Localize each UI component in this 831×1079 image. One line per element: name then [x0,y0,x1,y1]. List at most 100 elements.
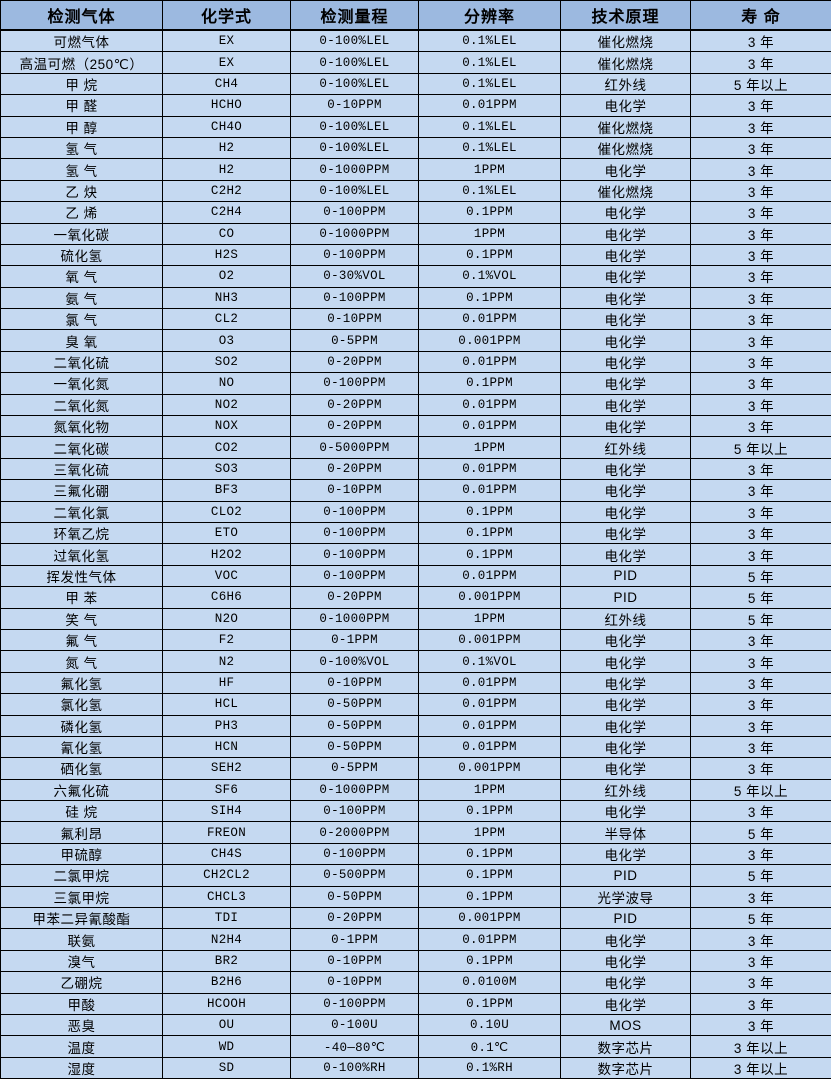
cell-resolution: 0.1%LEL [419,180,561,201]
table-header-row: 检测气体 化学式 检测量程 分辨率 技术原理 寿 命 [1,1,831,31]
cell-gas: 硒化氢 [1,758,163,779]
cell-range: 0-20PPM [291,908,419,929]
cell-formula: CH4S [163,843,291,864]
cell-range: 0-10PPM [291,972,419,993]
cell-resolution: 0.001PPM [419,330,561,351]
cell-formula: B2H6 [163,972,291,993]
cell-gas: 六氟化硫 [1,779,163,800]
cell-formula: NOX [163,416,291,437]
cell-formula: C6H6 [163,587,291,608]
cell-resolution: 0.1%LEL [419,137,561,158]
cell-technology: 电化学 [561,373,691,394]
cell-resolution: 0.01PPM [419,736,561,757]
cell-technology: 电化学 [561,244,691,265]
cell-resolution: 1PPM [419,437,561,458]
cell-lifespan: 3 年 [691,972,831,993]
cell-technology: 电化学 [561,223,691,244]
cell-technology: MOS [561,1014,691,1035]
cell-resolution: 0.001PPM [419,908,561,929]
cell-technology: 光学波导 [561,886,691,907]
cell-gas: 甲酸 [1,993,163,1014]
cell-formula: TDI [163,908,291,929]
cell-formula: H2 [163,159,291,180]
cell-technology: 电化学 [561,95,691,116]
cell-range: 0-100PPM [291,244,419,265]
cell-lifespan: 3 年 [691,929,831,950]
cell-formula: H2 [163,137,291,158]
cell-technology: 电化学 [561,715,691,736]
cell-formula: CH4 [163,73,291,94]
cell-formula: N2 [163,651,291,672]
cell-formula: HCOOH [163,993,291,1014]
cell-range: 0-100U [291,1014,419,1035]
cell-formula: SO2 [163,351,291,372]
cell-range: 0-30%VOL [291,266,419,287]
cell-resolution: 0.10U [419,1014,561,1035]
cell-range: 0-1000PPM [291,608,419,629]
cell-technology: 电化学 [561,929,691,950]
cell-gas: 乙 炔 [1,180,163,201]
cell-lifespan: 3 年 [691,672,831,693]
cell-gas: 氟利昂 [1,822,163,843]
cell-formula: F2 [163,629,291,650]
cell-resolution: 0.01PPM [419,458,561,479]
cell-resolution: 0.1PPM [419,244,561,265]
cell-resolution: 1PPM [419,159,561,180]
column-header-range: 检测量程 [291,1,419,31]
cell-range: 0-100PPM [291,287,419,308]
cell-resolution: 0.01PPM [419,480,561,501]
cell-formula: CO2 [163,437,291,458]
cell-technology: 电化学 [561,458,691,479]
column-header-lifespan: 寿 命 [691,1,831,31]
cell-lifespan: 3 年 [691,137,831,158]
cell-technology: 电化学 [561,266,691,287]
cell-lifespan: 3 年以上 [691,1057,831,1078]
cell-resolution: 1PPM [419,779,561,800]
cell-resolution: 0.1PPM [419,501,561,522]
cell-lifespan: 3 年 [691,651,831,672]
column-header-formula: 化学式 [163,1,291,31]
cell-gas: 甲苯二异氰酸酯 [1,908,163,929]
cell-formula: C2H4 [163,202,291,223]
cell-formula: CLO2 [163,501,291,522]
cell-gas: 笑 气 [1,608,163,629]
cell-formula: CL2 [163,309,291,330]
cell-resolution: 0.1PPM [419,865,561,886]
cell-technology: 电化学 [561,993,691,1014]
cell-formula: NH3 [163,287,291,308]
cell-gas: 氨 气 [1,287,163,308]
cell-resolution: 0.1PPM [419,202,561,223]
cell-range: 0-100PPM [291,993,419,1014]
cell-gas: 二氯甲烷 [1,865,163,886]
cell-resolution: 0.01PPM [419,565,561,586]
cell-technology: 数字芯片 [561,1036,691,1057]
cell-range: 0-20PPM [291,416,419,437]
cell-range: 0-100%LEL [291,137,419,158]
cell-resolution: 0.01PPM [419,694,561,715]
cell-resolution: 0.001PPM [419,758,561,779]
cell-technology: 电化学 [561,416,691,437]
cell-lifespan: 3 年 [691,886,831,907]
cell-formula: PH3 [163,715,291,736]
cell-gas: 甲 苯 [1,587,163,608]
cell-gas: 臭 氧 [1,330,163,351]
cell-gas: 氢 气 [1,137,163,158]
cell-range: 0-5PPM [291,758,419,779]
cell-technology: 电化学 [561,672,691,693]
cell-range: 0-100PPM [291,373,419,394]
cell-lifespan: 3 年 [691,373,831,394]
cell-lifespan: 5 年 [691,822,831,843]
cell-lifespan: 3 年 [691,202,831,223]
cell-range: 0-100%LEL [291,180,419,201]
